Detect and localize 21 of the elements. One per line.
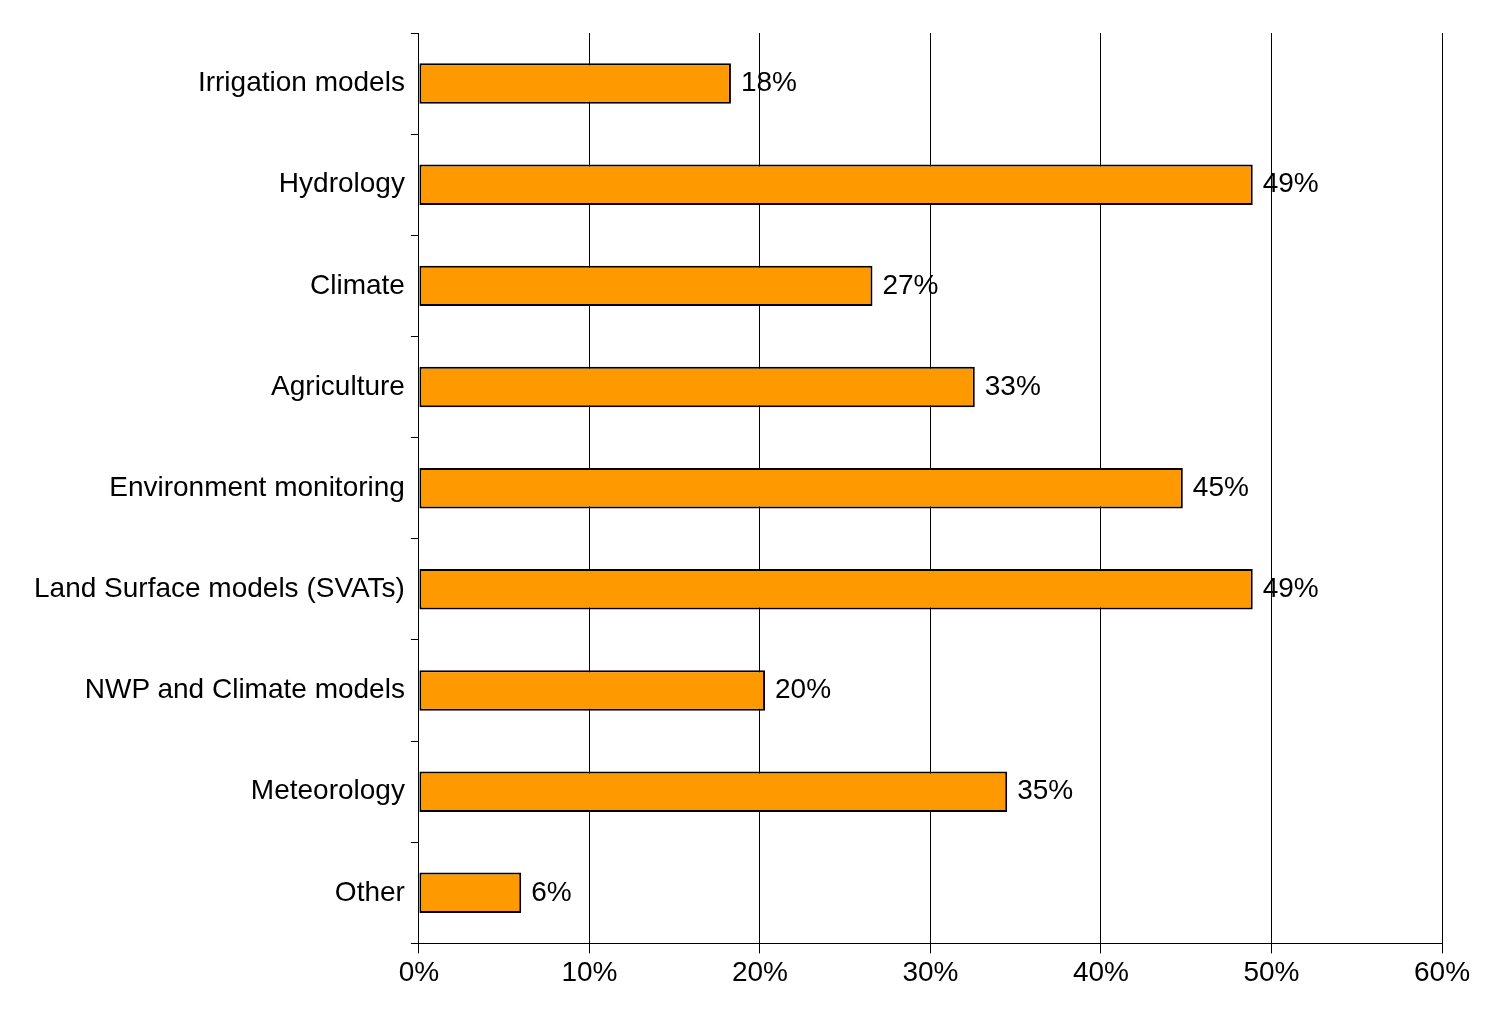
x-tick-label: 50% [1243, 955, 1300, 987]
x-tick-label: 60% [1413, 955, 1471, 987]
y-tick-label: Meteorology [250, 774, 405, 806]
x-tick-label: 40% [1072, 955, 1129, 987]
y-tick-label: Climate [309, 268, 405, 300]
y-tick-label: Agriculture [271, 369, 405, 401]
y-tick-label: Environment monitoring [109, 470, 405, 502]
y-tick-label: Irrigation models [197, 66, 405, 98]
y-tick-label: Land Surface models (SVATs) [34, 572, 405, 604]
data-label: 20% [775, 673, 832, 705]
y-tick-label: Other [334, 875, 405, 907]
x-tick-label: 30% [902, 955, 959, 987]
data-label: 35% [1017, 774, 1074, 806]
data-label: 33% [984, 369, 1041, 401]
data-label: 6% [531, 875, 572, 907]
x-tick-label: 0% [398, 955, 440, 987]
x-tick-label: 20% [731, 955, 788, 987]
y-tick-label: Hydrology [278, 167, 405, 199]
x-tick-label: 10% [561, 955, 618, 987]
data-label: 45% [1192, 470, 1249, 502]
y-tick-label: NWP and Climate models [84, 673, 405, 705]
